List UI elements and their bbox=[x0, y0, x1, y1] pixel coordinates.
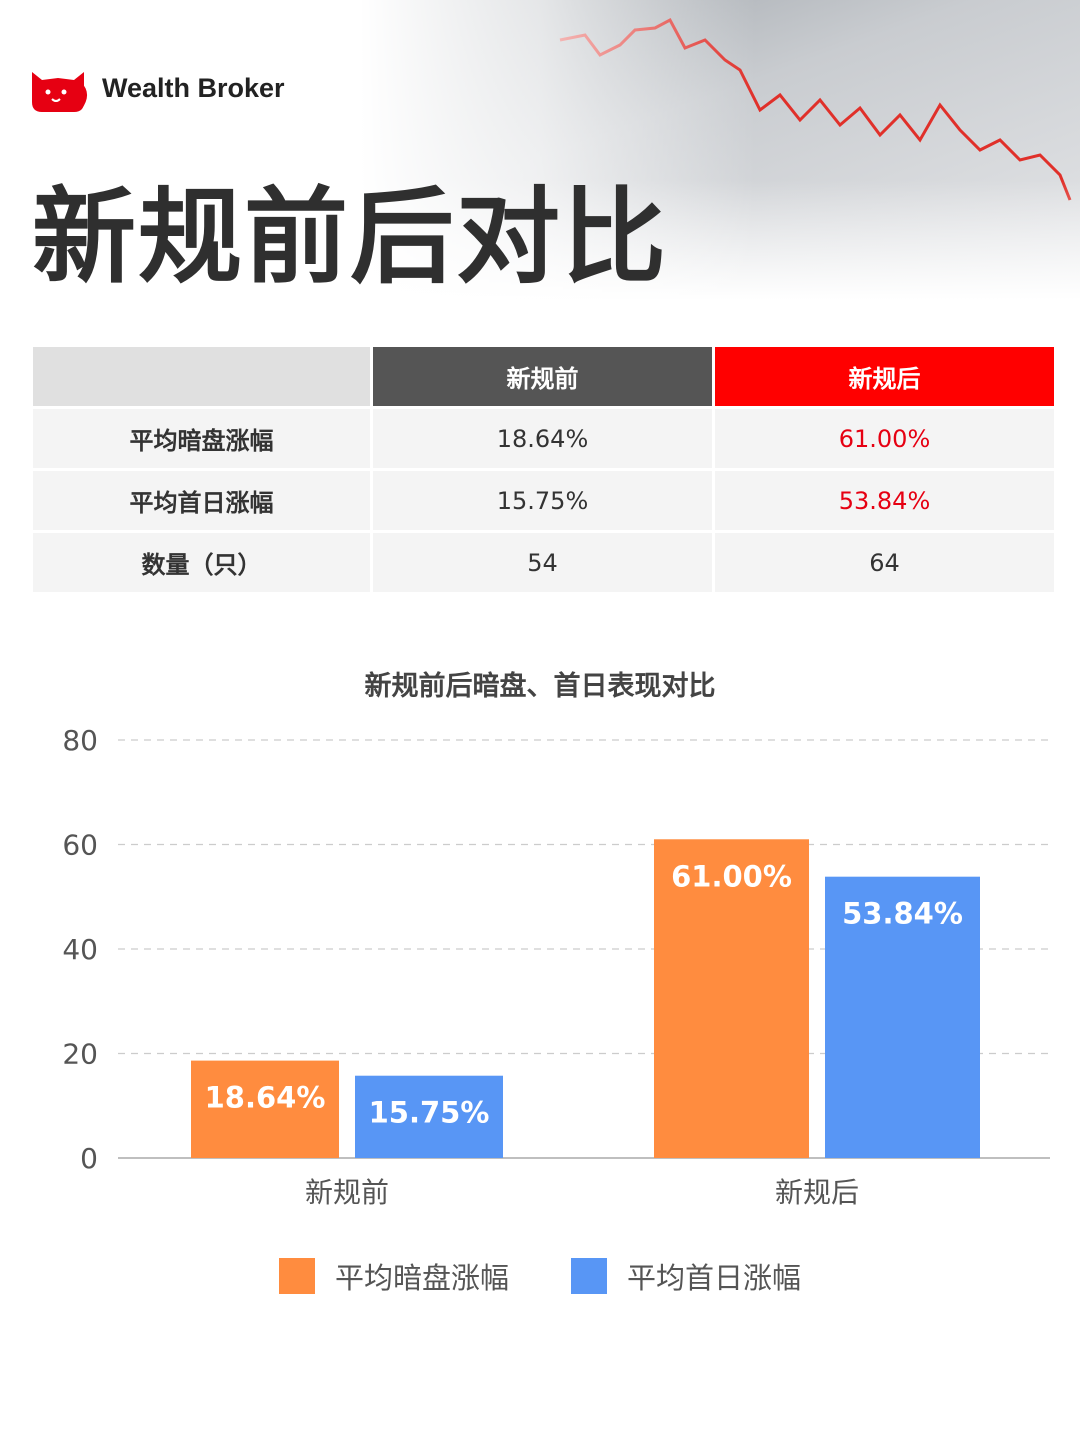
hero-stock-chart-background bbox=[360, 0, 1080, 300]
bar-chart: 0 20 40 60 80 18.64% 15.75% 新规前 61.00% 53.84% 新规后 bbox=[62, 724, 1050, 1209]
legend-label: 平均暗盘涨幅 bbox=[334, 1261, 509, 1295]
bar-data-label: 18.64% bbox=[205, 1081, 326, 1115]
cell-before: 18.64% bbox=[373, 409, 712, 468]
table-header-row: 新规前 新规后 bbox=[33, 347, 1054, 406]
table-header-after: 新规后 bbox=[715, 347, 1054, 406]
cat-logo-icon bbox=[32, 72, 87, 112]
table-row: 平均首日涨幅 15.75% 53.84% bbox=[33, 471, 1054, 530]
y-tick-label: 20 bbox=[62, 1038, 98, 1071]
row-label: 平均首日涨幅 bbox=[33, 471, 370, 530]
x-tick-label: 新规后 bbox=[775, 1176, 859, 1209]
legend-swatch-orange bbox=[278, 1258, 315, 1294]
page-title: 新规前后对比 bbox=[32, 176, 669, 298]
table-row: 数量（只） 54 64 bbox=[33, 533, 1054, 592]
bar-data-label: 53.84% bbox=[842, 897, 963, 931]
brand: Wealth Broker bbox=[28, 62, 285, 114]
bar bbox=[355, 1075, 503, 1158]
bar bbox=[191, 1060, 339, 1158]
comparison-table: 新规前 新规后 平均暗盘涨幅 18.64% 61.00% 平均首日涨幅 15.7… bbox=[30, 344, 1057, 595]
y-tick-label: 80 bbox=[62, 724, 98, 757]
chart-legend: 平均暗盘涨幅 平均首日涨幅 bbox=[0, 1255, 1080, 1297]
table-header-before: 新规前 bbox=[373, 347, 712, 406]
legend-label: 平均首日涨幅 bbox=[627, 1261, 802, 1295]
x-tick-label: 新规前 bbox=[305, 1176, 389, 1209]
bar-data-label: 15.75% bbox=[369, 1096, 490, 1130]
row-label: 数量（只） bbox=[33, 533, 370, 592]
bar bbox=[825, 876, 980, 1158]
bar-data-label: 61.00% bbox=[671, 859, 792, 893]
chart-title: 新规前后暗盘、首日表现对比 bbox=[364, 671, 716, 702]
cell-before: 15.75% bbox=[373, 471, 712, 530]
cell-before: 54 bbox=[373, 533, 712, 592]
row-label: 平均暗盘涨幅 bbox=[33, 409, 370, 468]
y-tick-label: 0 bbox=[80, 1142, 98, 1175]
brand-name: Wealth Broker bbox=[102, 72, 285, 103]
cell-after: 53.84% bbox=[715, 471, 1054, 530]
table-header-empty bbox=[33, 347, 370, 406]
y-tick-label: 60 bbox=[62, 829, 98, 862]
cell-after: 64 bbox=[715, 533, 1054, 592]
legend-item-dark-pool: 平均暗盘涨幅 bbox=[278, 1255, 509, 1297]
cell-after: 61.00% bbox=[715, 409, 1054, 468]
legend-item-first-day: 平均首日涨幅 bbox=[571, 1255, 801, 1297]
table-row: 平均暗盘涨幅 18.64% 61.00% bbox=[33, 409, 1054, 468]
legend-swatch-blue bbox=[571, 1258, 607, 1294]
bar bbox=[654, 839, 809, 1158]
y-tick-label: 40 bbox=[62, 933, 98, 966]
